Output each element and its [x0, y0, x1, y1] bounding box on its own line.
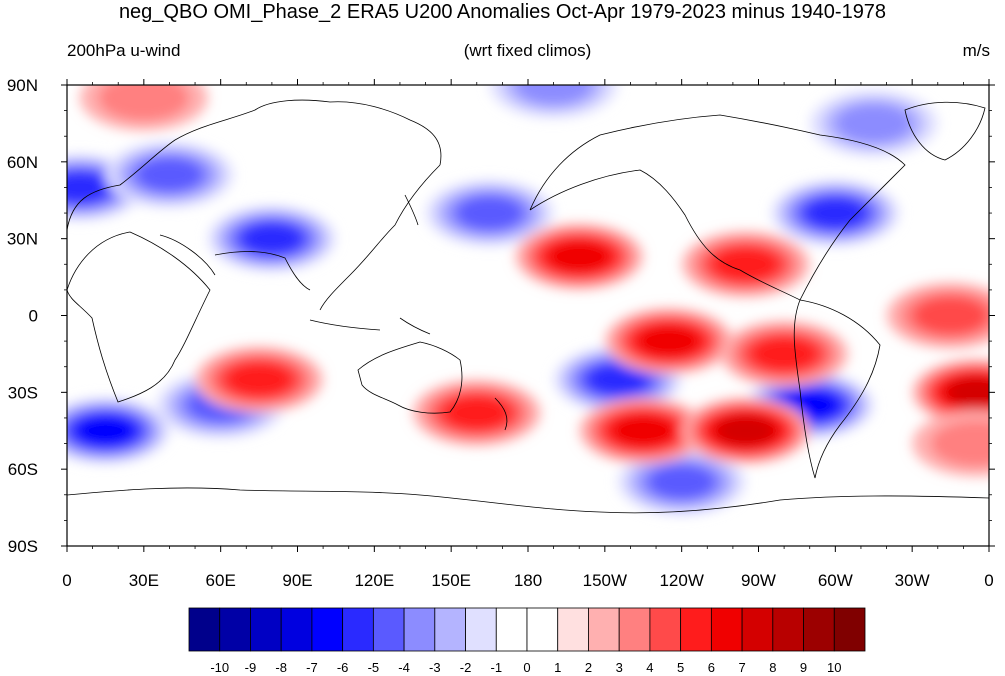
lon-label: 0	[984, 571, 993, 590]
colorbar-swatch	[710, 607, 743, 652]
anomaly-blob	[456, 196, 523, 231]
colorbar-swatch	[618, 607, 651, 652]
colorbar-swatch	[434, 607, 466, 652]
colorbar-label: -3	[429, 660, 441, 675]
colorbar-swatch	[280, 607, 313, 652]
anomaly-blob	[136, 157, 203, 192]
anomaly-blob	[67, 171, 111, 203]
map-axes: 0 30E 60E 90E 120E 150E 180 150W 120W 90W 60W 30W 0 9…	[7, 76, 995, 590]
colorbar-label: -6	[337, 660, 349, 675]
lon-label: 150E	[431, 571, 471, 590]
anomaly-blob	[836, 104, 912, 143]
anomaly-blob	[912, 296, 989, 335]
variable-label: 200hPa u-wind	[67, 41, 181, 60]
anomaly-blob	[548, 241, 610, 273]
colorbar-label: 1	[554, 660, 561, 675]
anomaly-blob	[638, 325, 700, 357]
colorbar-label: -2	[460, 660, 472, 675]
anomaly-blob	[750, 336, 818, 371]
anomaly-blob	[515, 85, 592, 105]
anomaly-blob	[804, 197, 866, 229]
lat-label: 90S	[8, 537, 38, 556]
lon-label: 180	[514, 571, 542, 590]
map-title: neg_QBO OMI_Phase_2 ERA5 U200 Anomalies …	[118, 1, 887, 23]
anomaly-layer	[67, 85, 989, 515]
anomaly-blob	[587, 363, 649, 396]
colorbar-swatch	[557, 607, 589, 652]
anomaly-blob	[712, 247, 780, 282]
lon-label: 120E	[354, 571, 394, 590]
anomaly-blob	[648, 464, 716, 499]
colorbar-label: 8	[769, 660, 776, 675]
colorbar-swatch	[772, 607, 804, 652]
units-label: m/s	[962, 41, 990, 60]
colorbar-label: 6	[708, 660, 715, 675]
colorbar-label: -5	[368, 660, 380, 675]
colorbar-label: 3	[616, 660, 623, 675]
anomaly-blob	[98, 85, 190, 122]
climo-note: (wrt fixed climos)	[463, 41, 592, 60]
anomaly-blob	[612, 415, 674, 447]
colorbar-label: -7	[306, 660, 318, 675]
lat-label: 30S	[8, 383, 38, 402]
colorbar-label: 2	[585, 660, 592, 675]
colorbar-label: 5	[677, 660, 684, 675]
colorbar-swatch	[741, 607, 774, 652]
anomaly-blob	[241, 223, 303, 255]
map-plot-area: 0 30E 60E 90E 120E 150E 180 150W 120W 90W 60W 30W 0 9…	[7, 76, 995, 590]
colorbar-swatch	[342, 607, 374, 652]
colorbar: -10 -9 -8 -7 -6 -5 -4 -3 -2 -1 0 1 2 3 4 5 6 7 8 9 10	[188, 607, 866, 675]
lat-label: 60N	[7, 153, 38, 172]
colorbar-label: 9	[800, 660, 807, 675]
colorbar-swatch	[526, 607, 559, 652]
colorbar-label: -4	[398, 660, 410, 675]
colorbar-swatch	[403, 607, 436, 652]
colorbar-label: 10	[827, 660, 841, 675]
lat-label: 0	[29, 307, 38, 326]
anomaly-blob	[443, 395, 511, 430]
colorbar-swatch	[680, 607, 712, 652]
colorbar-label: -8	[275, 660, 287, 675]
colorbar-swatch	[219, 607, 251, 652]
colorbar-swatch	[311, 607, 344, 652]
colorbar-swatch	[372, 607, 405, 652]
colorbar-swatch	[188, 607, 221, 652]
anomaly-blob	[717, 416, 775, 446]
colorbar-swatch	[495, 607, 528, 652]
lon-label: 120W	[659, 571, 703, 590]
lon-label: 60W	[818, 571, 853, 590]
colorbar-label: 4	[646, 660, 653, 675]
colorbar-swatch	[649, 607, 682, 652]
lon-label: 90W	[741, 571, 776, 590]
colorbar-swatch	[833, 607, 866, 652]
lon-label: 60E	[206, 571, 236, 590]
anomaly-blob	[930, 420, 989, 467]
colorbar-label: -10	[210, 660, 229, 675]
lat-label: 90N	[7, 76, 38, 95]
anomaly-blob	[76, 416, 135, 446]
anomaly-blob	[947, 377, 989, 407]
coastlines	[67, 99, 989, 514]
colorbar-label: -9	[245, 660, 257, 675]
colorbar-swatch	[465, 607, 497, 652]
colorbar-label: -1	[490, 660, 502, 675]
lat-label: 60S	[8, 460, 38, 479]
lon-label: 90E	[282, 571, 312, 590]
lon-label: 30E	[129, 571, 159, 590]
colorbar-swatch	[803, 607, 835, 652]
anomaly-blob	[225, 362, 293, 397]
lat-label: 30N	[7, 230, 38, 249]
colorbar-label: 0	[523, 660, 530, 675]
lon-label: 0	[62, 571, 71, 590]
colorbar-label: 7	[738, 660, 745, 675]
colorbar-swatch	[588, 607, 620, 652]
lon-label: 150W	[583, 571, 627, 590]
lon-label: 30W	[895, 571, 930, 590]
colorbar-swatch	[250, 607, 282, 652]
